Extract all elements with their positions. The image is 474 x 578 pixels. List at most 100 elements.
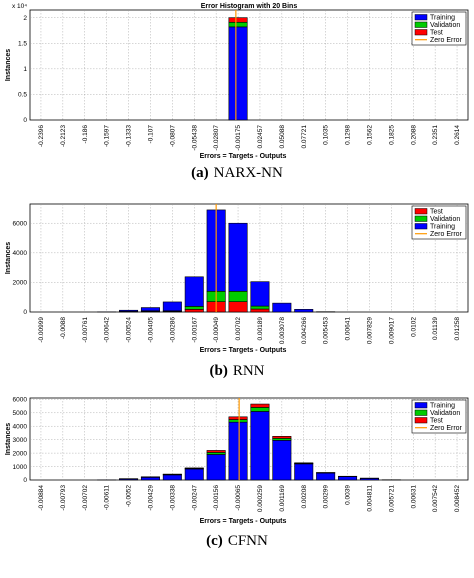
x-tick-label: 0.00189	[257, 317, 264, 341]
x-tick-label: 0.01139	[432, 317, 439, 340]
x-tick-label: 0.00702	[235, 317, 242, 341]
bar-test	[250, 403, 270, 408]
bar-test	[228, 416, 248, 420]
bar-training	[140, 307, 160, 312]
legend-swatch	[414, 402, 428, 409]
x-tick-label: 0.004266	[301, 317, 308, 344]
caption-letter: (b)	[209, 363, 227, 379]
x-tick-label: -0.1333	[126, 125, 133, 147]
x-tick-label: 0.2351	[432, 125, 439, 145]
x-tick-label: 0.00631	[410, 485, 417, 509]
bar-training	[294, 309, 314, 313]
x-tick-label: 0.003078	[279, 317, 286, 344]
bar-training	[250, 281, 270, 307]
x-tick-label: 0.07721	[301, 125, 308, 149]
x-tick-label: -0.107	[147, 125, 154, 144]
y-tick-label: 4000	[13, 423, 28, 430]
bar-validation	[228, 290, 248, 302]
x-tick-label: 0.1035	[323, 125, 330, 145]
y-tick-label: 2	[23, 15, 27, 22]
bar-training	[228, 26, 248, 121]
legend-swatch	[414, 29, 428, 36]
x-tick-label: -0.0052	[126, 485, 133, 507]
panel-caption: (c) CFNN	[206, 533, 268, 549]
x-tick-label: 0.00641	[345, 317, 352, 341]
x-tick-label: -0.0807	[169, 125, 176, 147]
x-tick-label: 0.01258	[454, 317, 461, 341]
x-tick-label: -0.00611	[104, 485, 111, 511]
legend-label: Zero Error	[430, 425, 463, 432]
legend-label: Training	[430, 15, 455, 22]
y-tick-label: 2000	[13, 450, 28, 457]
legend-label: Zero Error	[430, 37, 463, 44]
x-tick-label: -0.00167	[191, 317, 198, 343]
bar-test	[206, 450, 226, 453]
x-axis-label: Errors = Targets - Outputs	[200, 347, 287, 354]
bar-test	[250, 308, 270, 313]
plot-area	[29, 9, 469, 121]
x-axis-label: Errors = Targets - Outputs	[200, 518, 287, 525]
x-tick-label: 0.0102	[410, 317, 417, 337]
x-tick-label: -0.00793	[60, 485, 67, 511]
bar-validation	[272, 438, 292, 441]
x-tick-label: -0.00429	[147, 485, 154, 511]
x-tick-label: 0.000259	[257, 485, 264, 512]
chart-3: 0 1000 2000 3000 4000 5000 6000 -0.00884 -0.0079…	[5, 397, 469, 549]
legend-label: Training	[430, 224, 455, 231]
x-tick-label: -0.00156	[213, 485, 220, 511]
bar-training	[184, 276, 204, 307]
bar-training	[338, 476, 358, 481]
y-tick-label: 5000	[13, 410, 28, 417]
x-tick-label: -0.2123	[60, 125, 67, 147]
panel-caption: (a) NARX-NN	[191, 165, 283, 181]
y-tick-label: 0	[23, 309, 27, 316]
x-tick-label: 0.005721	[388, 485, 395, 512]
x-tick-label: 0.007829	[366, 317, 373, 344]
x-tick-label: 0.001169	[279, 485, 286, 512]
x-tick-label: -0.00065	[235, 485, 242, 511]
x-tick-label: -0.00405	[147, 317, 154, 343]
legend-swatch	[414, 208, 428, 215]
x-tick-label: -0.00524	[126, 317, 133, 343]
x-tick-label: 0.009017	[388, 317, 395, 344]
x-tick-label: 0.004811	[366, 485, 373, 512]
x-tick-label: -0.00642	[104, 317, 111, 343]
x-tick-label: -0.2396	[38, 125, 45, 147]
x-tick-label: -0.186	[82, 125, 89, 144]
bar-test	[184, 467, 204, 469]
bar-test	[272, 436, 292, 439]
x-tick-label: -0.05438	[191, 125, 198, 151]
legend-label: Validation	[430, 216, 460, 223]
legend-swatch	[414, 21, 428, 28]
x-tick-label: 0.007542	[432, 485, 439, 512]
y-axis-label: Instances	[5, 242, 12, 274]
panel-caption: (b) RNN	[209, 363, 264, 379]
legend-label: Training	[430, 403, 455, 410]
bar-training	[228, 222, 248, 292]
y-tick-label: 1.5	[18, 40, 27, 47]
legend-swatch	[414, 409, 428, 416]
x-tick-label: -0.00247	[191, 485, 198, 511]
caption-letter: (a)	[191, 165, 209, 181]
bar-validation	[250, 305, 270, 310]
x-tick-label: -0.00286	[169, 317, 176, 343]
x-tick-label: -0.00175	[235, 125, 242, 151]
x-tick-label: 0.1562	[366, 125, 373, 145]
bar-training	[206, 454, 226, 481]
y-tick-label: 2000	[13, 280, 28, 287]
bar-training	[119, 309, 139, 312]
legend-label: Test	[430, 418, 443, 425]
x-tick-label: -0.00049	[213, 317, 220, 343]
bar-training	[140, 477, 160, 481]
legend-label: Test	[430, 30, 443, 37]
legend-label: Test	[430, 209, 443, 216]
y-tick-label: 1	[23, 66, 27, 73]
bar-validation	[228, 419, 248, 423]
y-tick-label: 0	[23, 477, 27, 484]
bar-training	[162, 474, 182, 481]
legend-swatch	[414, 14, 428, 21]
y-tick-label: 0.5	[18, 92, 27, 99]
